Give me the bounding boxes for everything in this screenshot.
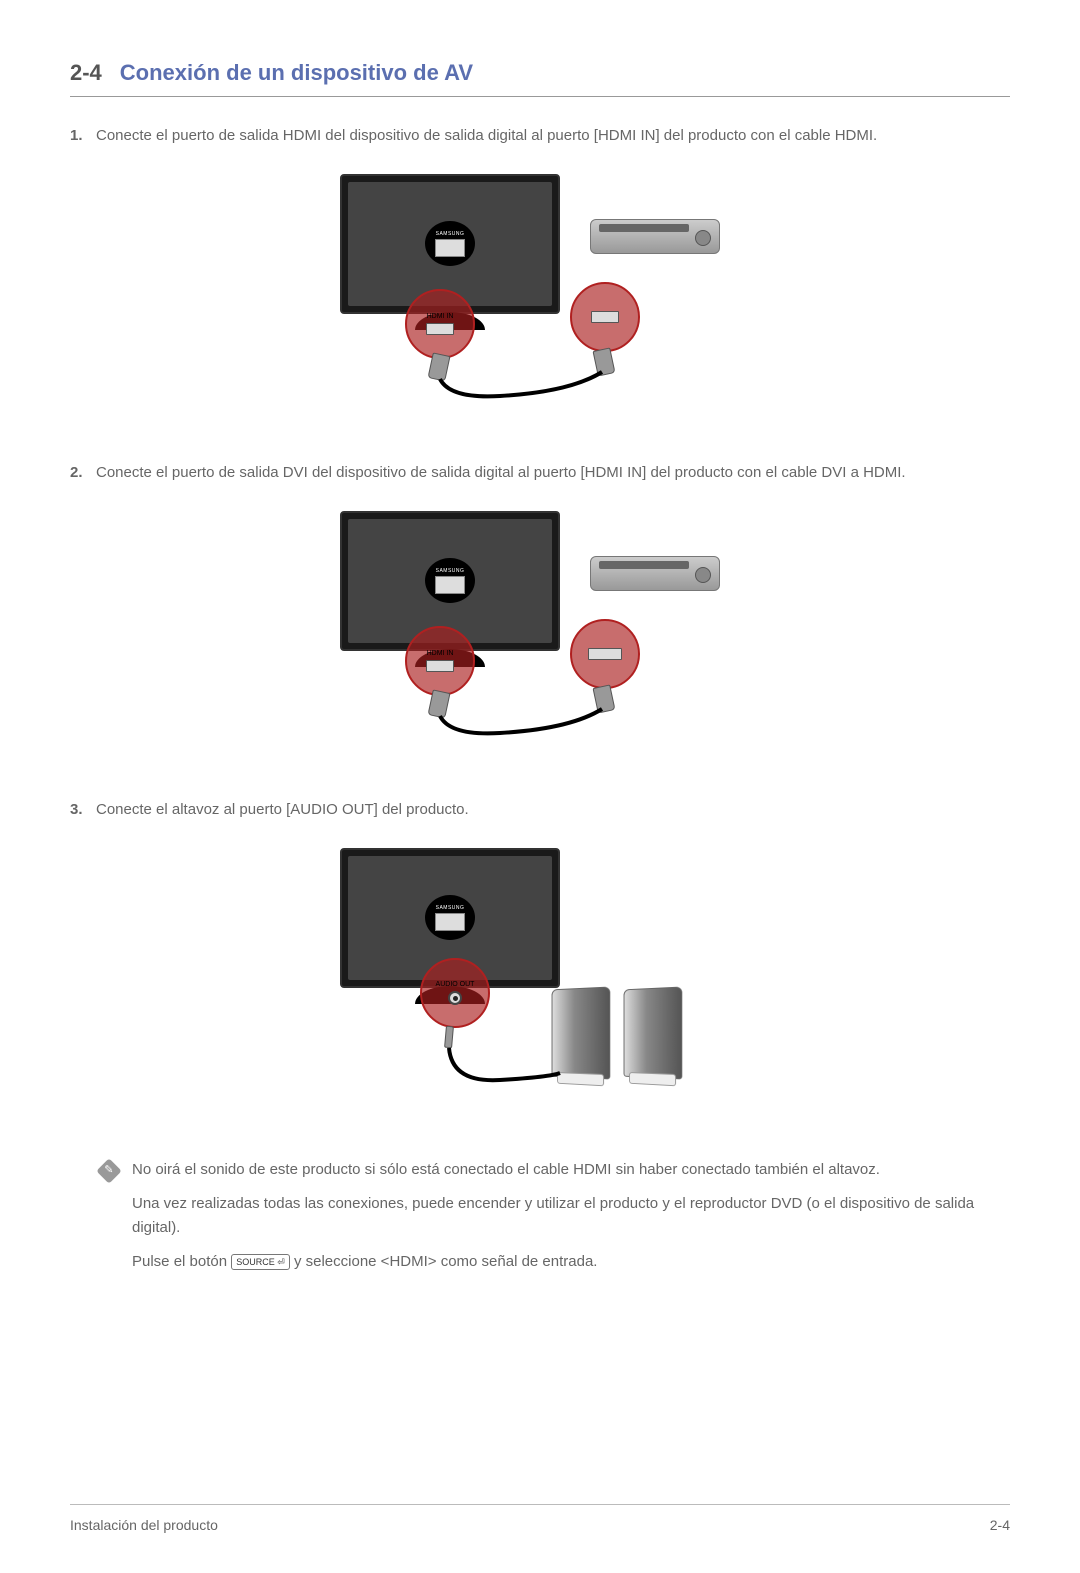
callout-hdmi-in: HDMI IN <box>405 289 475 359</box>
cable-plug-icon <box>427 352 450 381</box>
cable-plug-icon <box>592 684 615 713</box>
step-index: 2. <box>70 464 88 481</box>
note-body: No oirá el sonido de este producto si só… <box>132 1158 1010 1284</box>
diagram-3-wrap: SAMSUNG AUDIO OUT <box>70 848 1010 1098</box>
diagram-1-wrap: SAMSUNG HDMI IN <box>70 174 1010 404</box>
audio-plug-icon <box>444 1026 454 1049</box>
callout-device-port <box>570 282 640 352</box>
brand-label: SAMSUNG <box>436 568 465 574</box>
section-number: 2-4 <box>70 60 102 86</box>
speakers-icon <box>550 988 682 1078</box>
hdmi-port-icon <box>426 323 454 335</box>
brand-label: SAMSUNG <box>436 231 465 237</box>
note-box: ✎ No oirá el sonido de este producto si … <box>100 1158 1010 1284</box>
step-index: 1. <box>70 127 88 144</box>
step-index: 3. <box>70 801 88 818</box>
hdmi-port-icon <box>591 311 619 323</box>
note-line-3: Pulse el botón SOURCE ⏎ y seleccione <HD… <box>132 1250 1010 1274</box>
footer-right: 2-4 <box>990 1517 1010 1533</box>
brand-label: SAMSUNG <box>436 905 465 911</box>
diagram-dvi: SAMSUNG HDMI IN <box>340 511 740 741</box>
step-text: Conecte el puerto de salida DVI del disp… <box>96 464 906 481</box>
callout-hdmi-in: HDMI IN <box>405 626 475 696</box>
note-line-1: No oirá el sonido de este producto si só… <box>132 1158 1010 1182</box>
step-text: Conecte el altavoz al puerto [AUDIO OUT]… <box>96 801 469 818</box>
diagram-2-wrap: SAMSUNG HDMI IN <box>70 511 1010 741</box>
note-line-2: Una vez realizadas todas las conexiones,… <box>132 1192 1010 1240</box>
dvi-port-icon <box>588 648 622 660</box>
cable-plug-icon <box>427 689 450 718</box>
step-text: Conecte el puerto de salida HDMI del dis… <box>96 127 877 144</box>
section-header: 2-4 Conexión de un dispositivo de AV <box>70 60 1010 97</box>
port-label: AUDIO OUT <box>436 981 475 988</box>
callout-device-port <box>570 619 640 689</box>
step-2: 2. Conecte el puerto de salida DVI del d… <box>70 464 1010 741</box>
hdmi-port-icon <box>426 660 454 672</box>
step-1: 1. Conecte el puerto de salida HDMI del … <box>70 127 1010 404</box>
page-footer: Instalación del producto 2-4 <box>70 1504 1010 1533</box>
dvd-player-icon <box>590 556 720 591</box>
section-title: Conexión de un dispositivo de AV <box>120 60 473 86</box>
diagram-hdmi: SAMSUNG HDMI IN <box>340 174 740 404</box>
diagram-audio: SAMSUNG AUDIO OUT <box>340 848 740 1098</box>
callout-audio-out: AUDIO OUT <box>420 958 490 1028</box>
source-button-icon: SOURCE ⏎ <box>231 1254 290 1270</box>
dvd-player-icon <box>590 219 720 254</box>
footer-left: Instalación del producto <box>70 1517 218 1533</box>
note-icon: ✎ <box>96 1158 121 1183</box>
steps-list: 1. Conecte el puerto de salida HDMI del … <box>70 127 1010 1098</box>
audio-port-icon <box>448 991 462 1005</box>
step-3: 3. Conecte el altavoz al puerto [AUDIO O… <box>70 801 1010 1098</box>
port-label: HDMI IN <box>427 313 454 320</box>
port-label: HDMI IN <box>427 650 454 657</box>
cable-plug-icon <box>592 347 615 376</box>
